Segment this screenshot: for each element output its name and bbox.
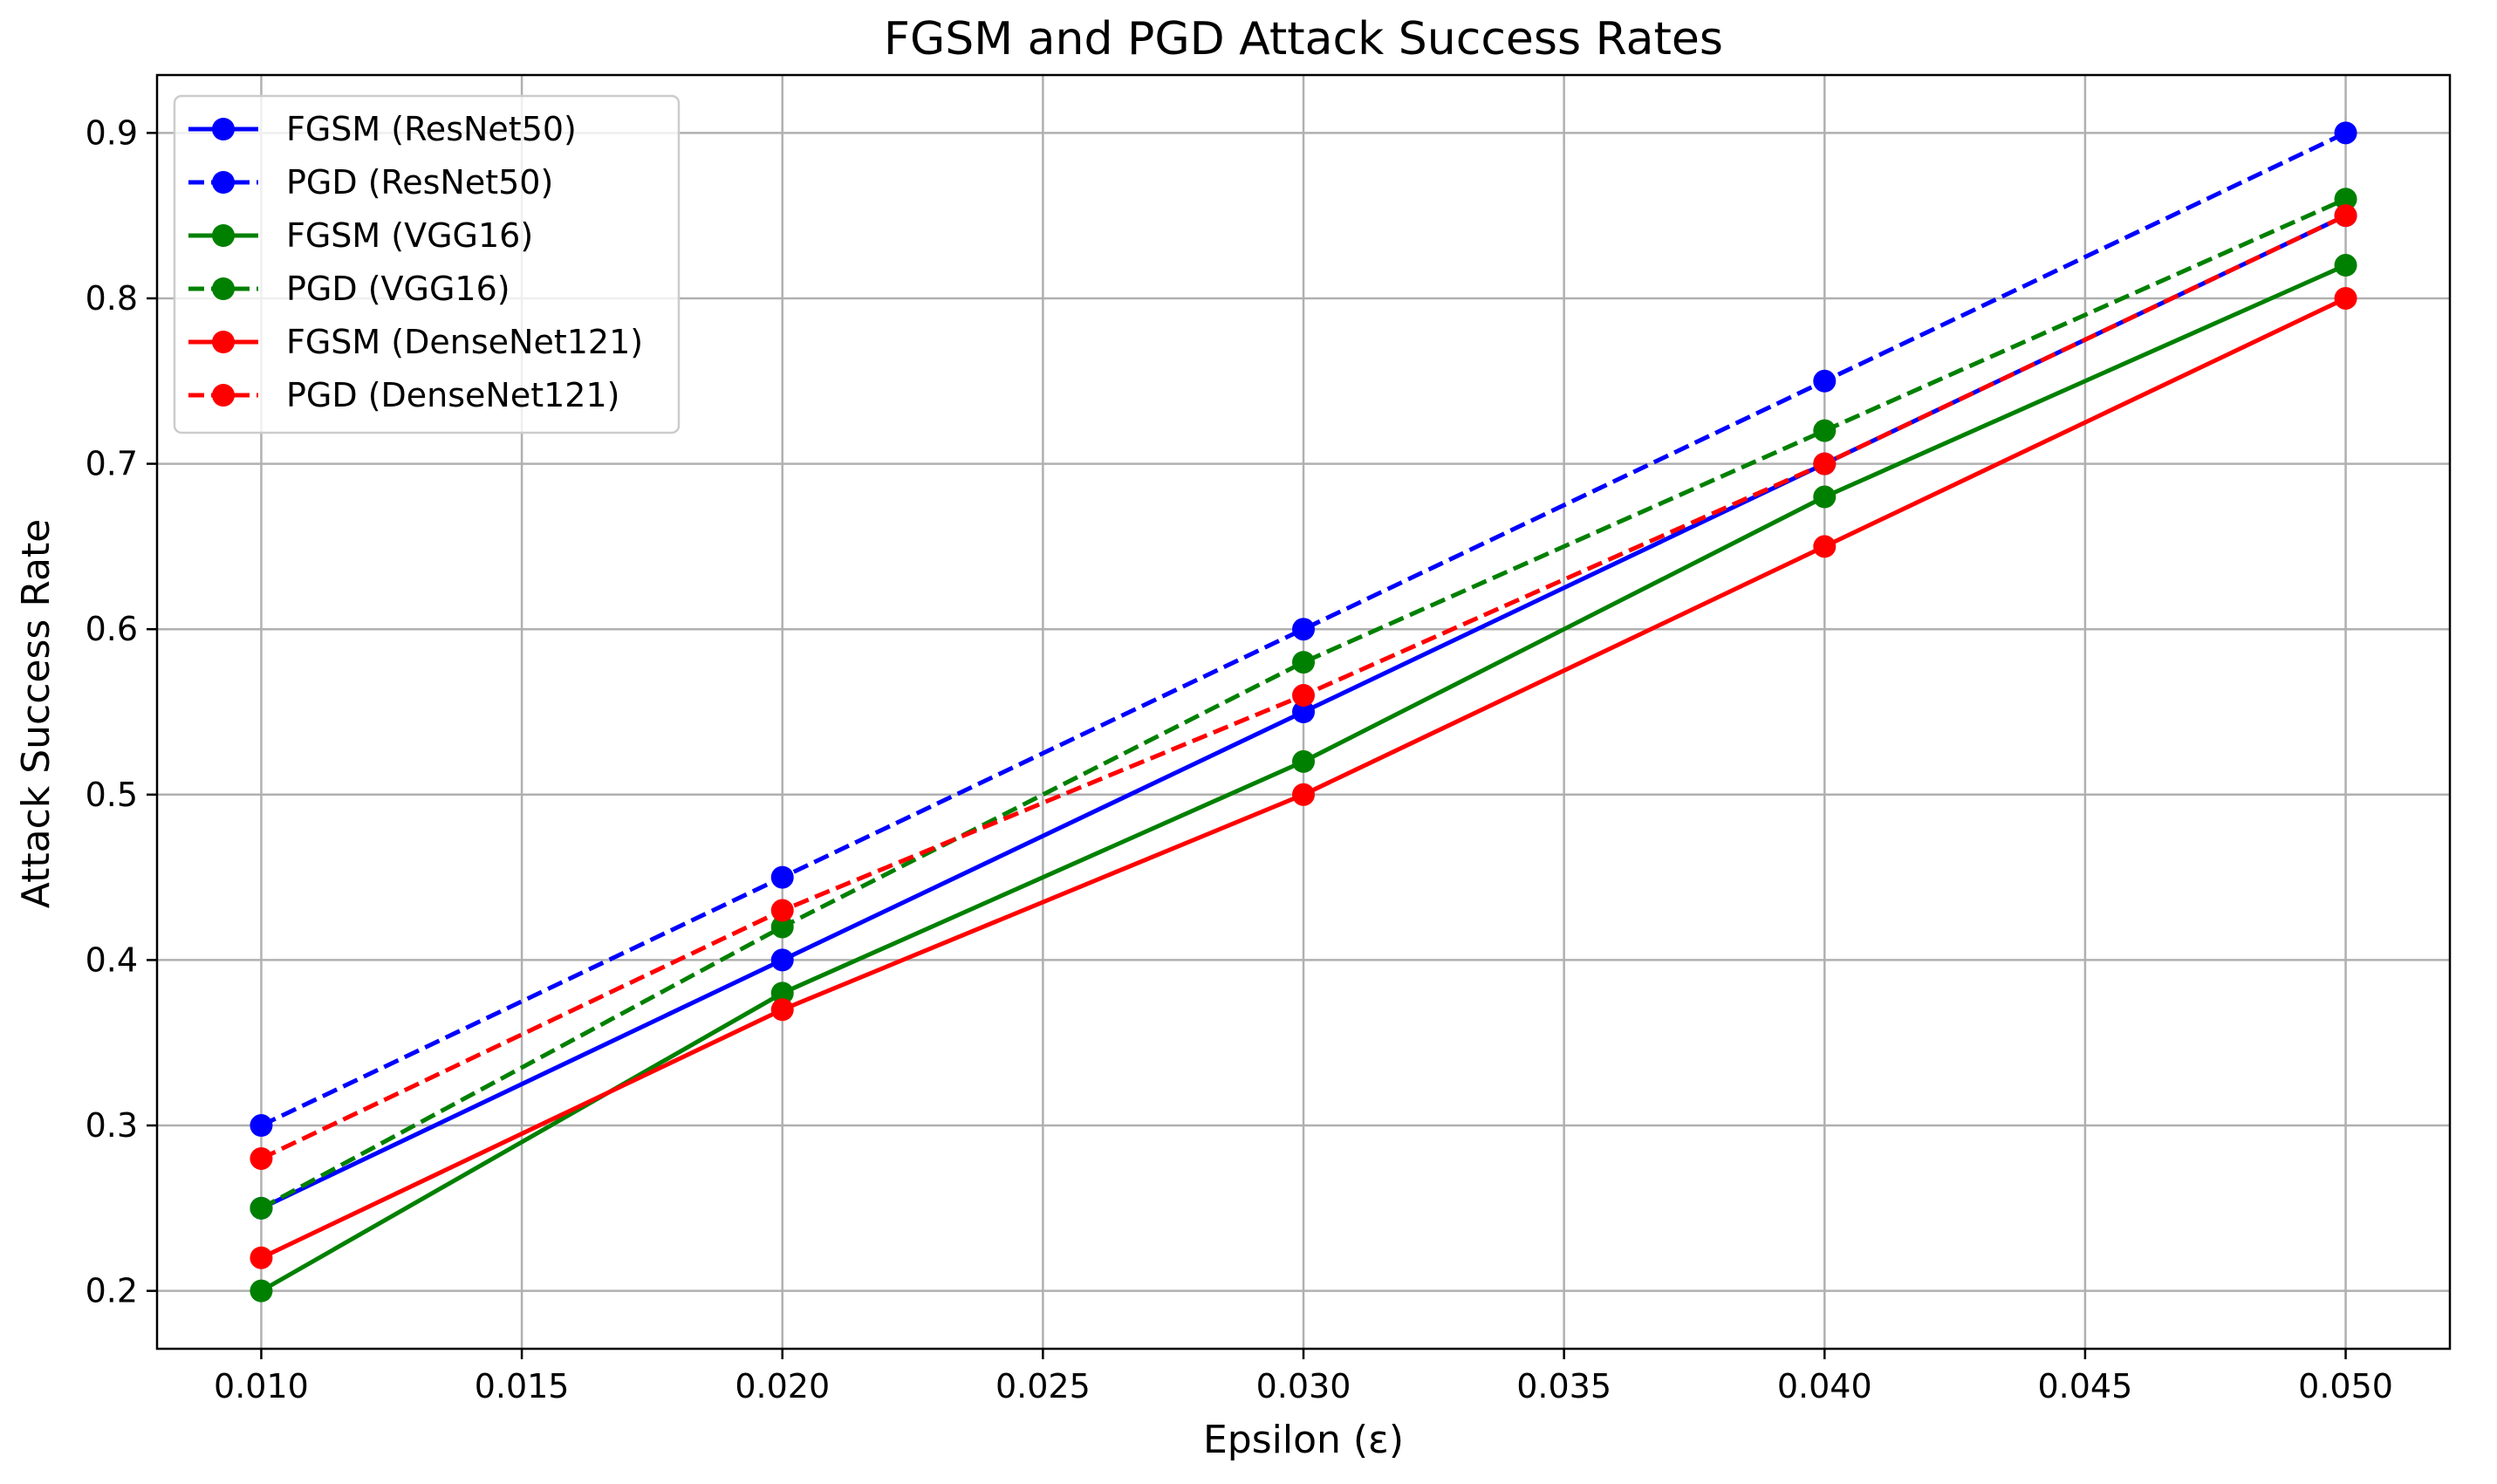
series-pgd-resnet50 xyxy=(250,121,2357,1138)
data-point-pgd-vgg16 xyxy=(2334,188,2357,211)
series-pgd-vgg16 xyxy=(250,188,2357,1220)
series-layer xyxy=(250,121,2357,1303)
x-tick-label: 0.035 xyxy=(1516,1367,1611,1405)
data-point-pgd-densenet121 xyxy=(770,899,794,922)
data-point-pgd-resnet50 xyxy=(2334,121,2357,145)
data-point-fgsm-vgg16 xyxy=(1292,749,1315,773)
data-point-fgsm-vgg16 xyxy=(2334,254,2357,277)
data-point-pgd-vgg16 xyxy=(770,915,794,939)
data-point-fgsm-densenet121 xyxy=(1813,535,1837,558)
data-point-fgsm-densenet121 xyxy=(770,998,794,1022)
y-tick-label: 0.6 xyxy=(86,610,138,648)
legend-label: FGSM (DenseNet121) xyxy=(286,323,643,361)
data-point-pgd-densenet121 xyxy=(1292,684,1315,708)
data-point-fgsm-vgg16 xyxy=(770,981,794,1005)
series-line-pgd-vgg16 xyxy=(260,196,2347,1211)
legend-marker xyxy=(212,384,235,407)
x-tick-label: 0.010 xyxy=(214,1367,309,1405)
data-point-fgsm-vgg16 xyxy=(1813,485,1837,509)
legend-marker xyxy=(212,277,235,300)
legend-label: FGSM (VGG16) xyxy=(286,216,533,255)
data-point-pgd-resnet50 xyxy=(1292,618,1315,641)
data-point-pgd-densenet121 xyxy=(250,1146,273,1170)
y-axis-label: Attack Success Rate xyxy=(14,519,58,908)
legend-label: PGD (VGG16) xyxy=(286,270,510,308)
data-point-fgsm-densenet121 xyxy=(1292,783,1315,806)
legend-marker xyxy=(212,171,235,194)
data-point-fgsm-resnet50 xyxy=(770,948,794,972)
data-point-fgsm-vgg16 xyxy=(250,1279,273,1303)
y-tick-label: 0.7 xyxy=(86,445,138,483)
y-tick-label: 0.8 xyxy=(86,279,138,318)
legend-label: PGD (DenseNet121) xyxy=(286,376,620,414)
legend-marker xyxy=(212,331,235,353)
x-tick-label: 0.020 xyxy=(735,1367,830,1405)
series-pgd-densenet121 xyxy=(250,204,2357,1170)
y-tick-label: 0.5 xyxy=(86,776,138,814)
data-point-pgd-resnet50 xyxy=(770,865,794,889)
legend-marker xyxy=(212,224,235,247)
x-tick-label: 0.015 xyxy=(475,1367,570,1405)
legend-marker xyxy=(212,118,235,140)
data-point-fgsm-densenet121 xyxy=(250,1246,273,1269)
x-tick-label: 0.040 xyxy=(1777,1367,1872,1405)
x-tick-label: 0.050 xyxy=(2298,1367,2393,1405)
data-point-fgsm-densenet121 xyxy=(2334,286,2357,310)
data-point-fgsm-resnet50 xyxy=(1292,701,1315,723)
legend-box xyxy=(173,94,681,434)
legend-label: PGD (ResNet50) xyxy=(286,163,553,202)
data-point-pgd-resnet50 xyxy=(250,1114,273,1138)
x-tick-label: 0.030 xyxy=(1256,1367,1351,1405)
x-tick-label: 0.045 xyxy=(2038,1367,2133,1405)
data-point-pgd-densenet121 xyxy=(1813,452,1837,475)
chart-title: FGSM and PGD Attack Success Rates xyxy=(884,13,1723,65)
data-point-pgd-resnet50 xyxy=(1813,369,1837,393)
x-axis-label: Epsilon (ε) xyxy=(1203,1418,1404,1462)
series-fgsm-densenet121 xyxy=(250,286,2357,1269)
legend-label: FGSM (ResNet50) xyxy=(286,110,577,148)
y-tick-label: 0.4 xyxy=(86,940,138,979)
legend: FGSM (ResNet50) PGD (ResNet50) FGSM (VGG16… xyxy=(173,94,681,434)
y-tick-label: 0.9 xyxy=(86,113,138,152)
ticks: 0.010 0.015 0.020 0.025 0.030 0.035 0.040 0.045… xyxy=(86,113,2393,1405)
data-point-pgd-vgg16 xyxy=(1292,651,1315,674)
x-tick-label: 0.025 xyxy=(995,1367,1091,1405)
y-tick-label: 0.2 xyxy=(86,1272,138,1310)
data-point-pgd-densenet121 xyxy=(2334,204,2357,228)
data-point-pgd-vgg16 xyxy=(250,1196,273,1220)
y-tick-label: 0.3 xyxy=(86,1106,138,1145)
data-point-pgd-vgg16 xyxy=(1813,419,1837,442)
